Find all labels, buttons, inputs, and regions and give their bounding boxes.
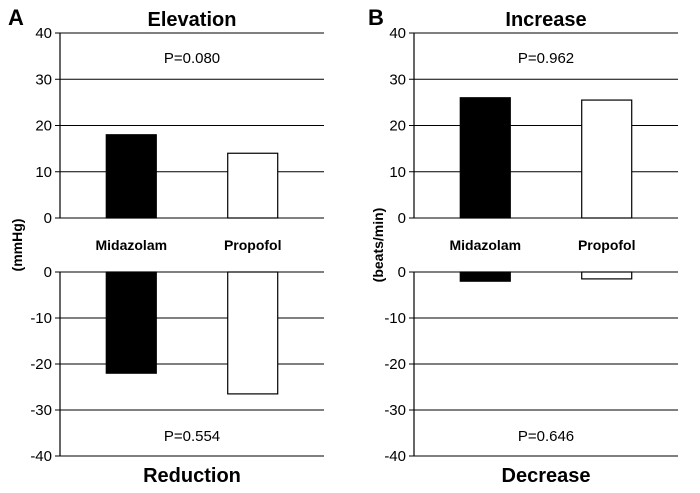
bar-propofol-lower — [227, 271, 279, 395]
tick-label: -30 — [384, 402, 406, 419]
panel-letter: B — [368, 5, 384, 30]
p-value-annotation: P=0.080 — [164, 50, 220, 67]
bar-propofol-upper — [227, 152, 279, 219]
tick-label: 20 — [389, 118, 406, 135]
bar-propofol-lower — [581, 271, 633, 280]
tick-label: 10 — [389, 164, 406, 181]
tick-label: 0 — [398, 264, 406, 281]
section-title: Decrease — [502, 465, 591, 487]
tick-label: 0 — [44, 264, 52, 281]
tick-label: 40 — [35, 25, 52, 42]
bar-propofol-upper — [581, 99, 633, 219]
p-value-annotation: P=0.962 — [518, 50, 574, 67]
tick-label: 20 — [35, 118, 52, 135]
category-label: Midazolam — [449, 237, 521, 253]
tick-label: 40 — [389, 25, 406, 42]
p-value-annotation: P=0.646 — [518, 428, 574, 445]
tick-label: 0 — [398, 210, 406, 227]
bar-midazolam-lower — [459, 271, 511, 282]
y-axis-label: (beats/min) — [370, 208, 386, 283]
tick-label: 30 — [35, 71, 52, 88]
section-title: Reduction — [143, 465, 241, 487]
tick-label: -40 — [384, 448, 406, 465]
bar-midazolam-lower — [105, 271, 157, 374]
category-label: Propofol — [224, 237, 282, 253]
section-title: Increase — [505, 9, 586, 31]
panel-letter: A — [8, 5, 24, 30]
tick-label: -20 — [30, 356, 52, 373]
p-value-annotation: P=0.554 — [164, 428, 220, 445]
tick-label: -40 — [30, 448, 52, 465]
category-label: Midazolam — [95, 237, 167, 253]
y-axis-label: (mmHg) — [9, 219, 25, 272]
tick-label: -30 — [30, 402, 52, 419]
tick-label: 0 — [44, 210, 52, 227]
section-title: Elevation — [148, 9, 237, 31]
bar-midazolam-upper — [105, 134, 157, 219]
tick-label: -10 — [30, 310, 52, 327]
tick-label: 10 — [35, 164, 52, 181]
category-label: Propofol — [578, 237, 636, 253]
tick-label: -10 — [384, 310, 406, 327]
tick-label: 30 — [389, 71, 406, 88]
tick-label: -20 — [384, 356, 406, 373]
bar-midazolam-upper — [459, 97, 511, 219]
